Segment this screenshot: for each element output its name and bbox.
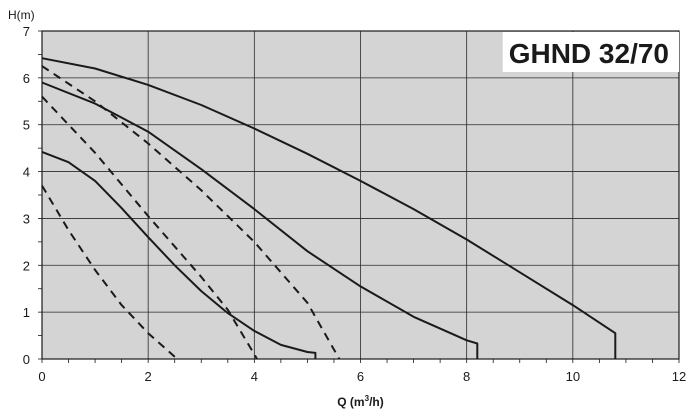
x-tick-label: 8 xyxy=(463,369,470,384)
y-tick-label: 6 xyxy=(23,71,30,86)
x-axis-label-tail: /h) xyxy=(369,395,384,409)
y-tick-label: 5 xyxy=(23,118,30,133)
dashed-curve-6 xyxy=(41,185,179,360)
y-tick-label: 2 xyxy=(23,258,30,273)
y-tick-label: 1 xyxy=(23,305,30,320)
series-group xyxy=(41,57,617,360)
x-tick-label: 0 xyxy=(38,369,45,384)
y-tick-label: 3 xyxy=(23,211,30,226)
y-axis-label: H(m) xyxy=(8,8,35,22)
x-axis-label-superscript: 3 xyxy=(365,394,370,403)
x-tick-label: 4 xyxy=(251,369,258,384)
solid-curve-3 xyxy=(41,150,317,359)
x-tick-label: 2 xyxy=(145,369,152,384)
x-tick-label: 6 xyxy=(357,369,364,384)
x-tick-label: 10 xyxy=(566,369,580,384)
solid-curve-1 xyxy=(41,57,617,359)
plot-frame xyxy=(41,30,680,360)
chart-title: GHND 32/70 xyxy=(509,38,669,69)
chart-title-box xyxy=(502,32,679,72)
x-axis-label: Q (m3/h) xyxy=(337,394,383,409)
dashed-curve-5 xyxy=(41,95,258,360)
y-tick-label: 4 xyxy=(23,165,30,180)
x-tick-label: 12 xyxy=(672,369,686,384)
y-tick-label: 0 xyxy=(23,352,30,367)
solid-curve-2 xyxy=(41,81,479,359)
dashed-curve-4 xyxy=(41,65,341,360)
y-tick-label: 7 xyxy=(23,24,30,39)
gridlines xyxy=(38,30,680,363)
x-axis-label-main: Q (m xyxy=(337,395,364,409)
